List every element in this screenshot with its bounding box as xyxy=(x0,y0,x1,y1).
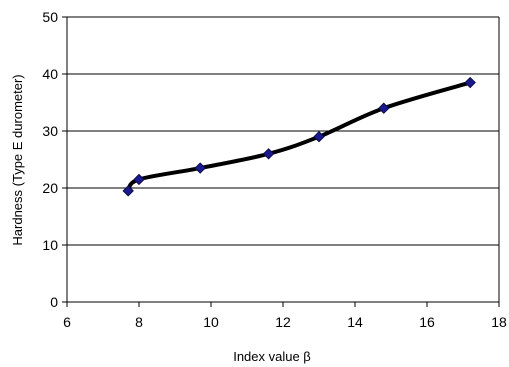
y-tick-label: 30 xyxy=(42,123,58,139)
y-tick-label: 20 xyxy=(42,180,58,196)
data-point-marker xyxy=(464,76,476,89)
x-tick-label: 14 xyxy=(347,314,363,330)
grid-layer xyxy=(67,16,499,246)
data-point-marker xyxy=(133,173,145,186)
label-layer: 0 10 20 30 40 50 6 8 10 12 14 16 18 xyxy=(42,9,507,330)
y-tick-label: 40 xyxy=(42,66,58,82)
data-point-marker xyxy=(313,130,325,143)
y-tick-label: 0 xyxy=(50,294,58,310)
data-point-marker xyxy=(262,148,275,160)
x-tick-label: 16 xyxy=(419,314,435,330)
data-point-marker xyxy=(194,162,206,174)
x-tick-label: 18 xyxy=(491,314,507,330)
x-tick-label: 6 xyxy=(63,314,71,330)
y-axis-title: Hardness (Type E durometer) xyxy=(10,74,25,245)
x-axis-title: Index value β xyxy=(233,349,311,364)
curve-layer xyxy=(126,80,473,193)
y-tick-label: 10 xyxy=(42,237,58,253)
x-tick-label: 8 xyxy=(135,314,143,330)
x-tick-label: 12 xyxy=(275,314,291,330)
data-point-marker xyxy=(122,185,134,197)
marker-layer xyxy=(122,76,476,197)
data-point-marker xyxy=(378,102,390,114)
x-tick-label: 10 xyxy=(203,314,219,330)
series-curve xyxy=(126,80,473,193)
axis-layer xyxy=(62,16,500,307)
y-tick-label: 50 xyxy=(42,9,58,25)
